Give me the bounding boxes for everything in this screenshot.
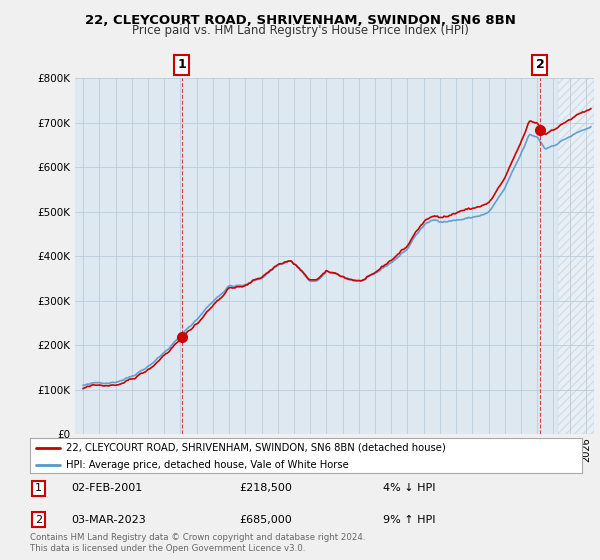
- Text: 4% ↓ HPI: 4% ↓ HPI: [383, 483, 436, 493]
- Text: 22, CLEYCOURT ROAD, SHRIVENHAM, SWINDON, SN6 8BN: 22, CLEYCOURT ROAD, SHRIVENHAM, SWINDON,…: [85, 14, 515, 27]
- Text: £685,000: £685,000: [240, 515, 293, 525]
- Text: 9% ↑ HPI: 9% ↑ HPI: [383, 515, 436, 525]
- Text: 2: 2: [536, 58, 544, 72]
- Text: 2: 2: [35, 515, 42, 525]
- Text: £218,500: £218,500: [240, 483, 293, 493]
- Text: 02-FEB-2001: 02-FEB-2001: [71, 483, 143, 493]
- Text: Price paid vs. HM Land Registry's House Price Index (HPI): Price paid vs. HM Land Registry's House …: [131, 24, 469, 37]
- Text: Contains HM Land Registry data © Crown copyright and database right 2024.
This d: Contains HM Land Registry data © Crown c…: [30, 533, 365, 553]
- Text: 1: 1: [178, 58, 186, 72]
- Text: 22, CLEYCOURT ROAD, SHRIVENHAM, SWINDON, SN6 8BN (detached house): 22, CLEYCOURT ROAD, SHRIVENHAM, SWINDON,…: [66, 443, 446, 453]
- Bar: [557, 78, 594, 434]
- Text: 03-MAR-2023: 03-MAR-2023: [71, 515, 146, 525]
- Text: 1: 1: [35, 483, 42, 493]
- Text: HPI: Average price, detached house, Vale of White Horse: HPI: Average price, detached house, Vale…: [66, 460, 349, 469]
